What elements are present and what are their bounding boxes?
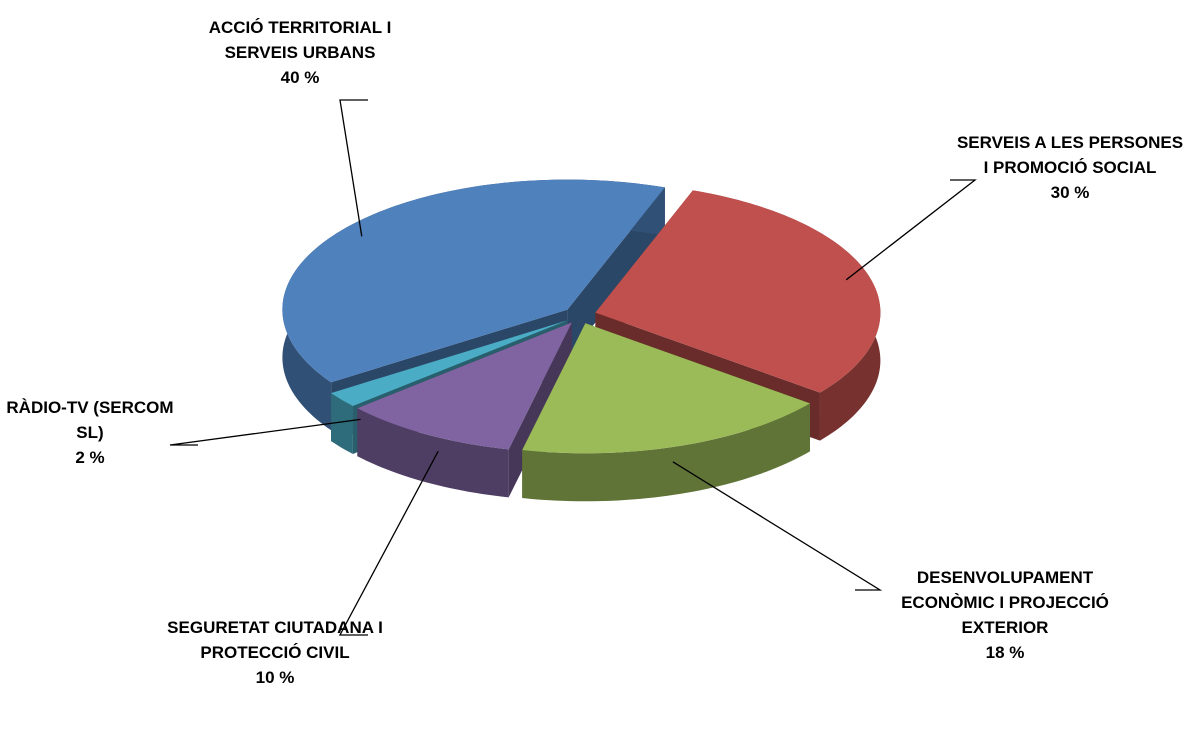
leader-line — [339, 99, 368, 237]
data-label: SEGURETAT CIUTADANA I PROTECCIÓ CIVIL 10 … — [150, 615, 400, 690]
label-category: RÀDIO-TV (SERCOM SL) — [6, 398, 174, 442]
leader-line — [845, 179, 977, 281]
data-label: SERVEIS A LES PERSONES I PROMOCIÓ SOCIAL… — [955, 130, 1184, 205]
label-category: SEGURETAT CIUTADANA I PROTECCIÓ CIVIL — [167, 618, 383, 662]
label-category: SERVEIS A LES PERSONES I PROMOCIÓ SOCIAL — [956, 133, 1184, 177]
slice — [595, 190, 881, 393]
slice-side — [357, 408, 509, 498]
label-value: 10 % — [255, 668, 295, 687]
label-value: 18 % — [985, 643, 1025, 662]
slice — [357, 322, 572, 450]
data-label: ACCIÓ TERRITORIAL I SERVEIS URBANS 40 % — [170, 15, 430, 90]
data-label: DESENVOLUPAMENT ECONÒMIC I PROJECCIÓ EXT… — [870, 565, 1140, 665]
leader-line — [672, 461, 883, 591]
slice — [331, 320, 568, 406]
label-category: ACCIÓ TERRITORIAL I SERVEIS URBANS — [208, 18, 392, 62]
slice-side — [331, 393, 353, 454]
slice — [522, 323, 810, 454]
leader-line — [338, 450, 439, 636]
label-category: DESENVOLUPAMENT ECONÒMIC I PROJECCIÓ EXT… — [901, 568, 1109, 637]
slice-group — [522, 323, 810, 502]
data-label: RÀDIO-TV (SERCOM SL) 2 % — [0, 395, 180, 470]
leader-line — [169, 418, 361, 446]
label-value: 2 % — [75, 448, 105, 467]
label-value: 40 % — [280, 68, 320, 87]
label-value: 30 % — [1050, 183, 1090, 202]
slice — [282, 179, 665, 383]
slice-side — [522, 403, 810, 502]
